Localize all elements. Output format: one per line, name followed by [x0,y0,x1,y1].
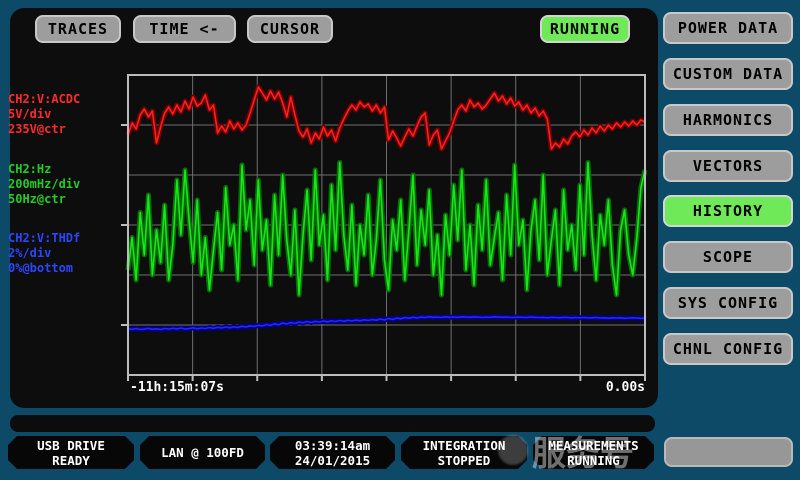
status-cell-measurement-status: MEASUREMENTS RUNNING [533,436,654,469]
sidebar-button-sys-config[interactable]: SYS CONFIG [663,287,793,319]
status-cell-lan-status: LAN @ 100FD [140,436,265,469]
sidebar-button-history[interactable]: HISTORY [663,195,793,227]
sidebar-button-scope[interactable]: SCOPE [663,241,793,273]
top-button-traces[interactable]: TRACES [35,15,121,43]
history-graph [121,74,648,381]
trace-label-red: CH2:V:ACDC 5V/div 235V@ctr [8,92,81,136]
top-button-cursor[interactable]: CURSOR [247,15,333,43]
trace-label-blue: CH2:V:THDf 2%/div 0%@bottom [8,231,81,275]
running-status-button[interactable]: RUNNING [540,15,630,43]
sidebar-button-vectors[interactable]: VECTORS [663,150,793,182]
trace-thd [127,316,646,331]
status-cell-clock: 03:39:14am 24/01/2015 [270,436,395,469]
blank-softkey-button[interactable] [664,437,793,467]
sidebar-button-custom-data[interactable]: CUSTOM DATA [663,58,793,90]
plot-border [127,74,646,376]
status-cell-integration-status: INTEGRATION STOPPED [401,436,527,469]
trace-label-green: CH2:Hz 200mHz/div 50Hz@ctr [8,162,81,206]
trace-voltage [127,86,646,150]
x-axis-end-label: 0.00s [605,380,645,395]
softkey-bar [10,415,655,432]
sidebar-button-chnl-config[interactable]: CHNL CONFIG [663,333,793,365]
sidebar-button-harmonics[interactable]: HARMONICS [663,104,793,136]
top-button-time[interactable]: TIME <- [133,15,236,43]
sidebar-button-power-data[interactable]: POWER DATA [663,12,793,44]
x-axis-start-label: -11h:15m:07s [130,380,224,395]
status-cell-usb-status: USB DRIVE READY [8,436,134,469]
trace-frequency [127,161,646,296]
